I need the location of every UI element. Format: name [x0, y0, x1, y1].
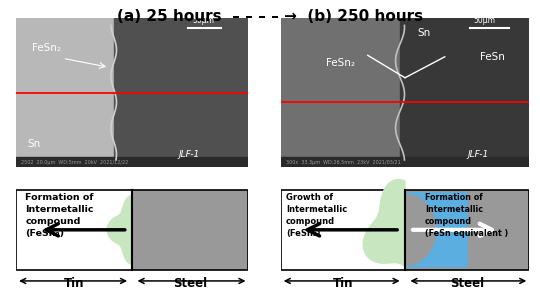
Text: JLF-1: JLF-1: [467, 150, 488, 159]
Text: 2502  20.0μm  WD:5mm  20kV  2021/12/22: 2502 20.0μm WD:5mm 20kV 2021/12/22: [21, 160, 128, 165]
Text: 50μm: 50μm: [474, 16, 495, 25]
Text: Growth of
Intermetallic
compound
(FeSn₂): Growth of Intermetallic compound (FeSn₂): [286, 193, 347, 238]
Text: 50μm: 50μm: [192, 16, 214, 25]
Bar: [281, 190, 405, 270]
Text: 300x  33.3μm  WD:26.5mm  23kV  2021/03/21: 300x 33.3μm WD:26.5mm 23kV 2021/03/21: [286, 160, 401, 165]
Text: Tin: Tin: [333, 277, 353, 290]
Text: FeSn₂: FeSn₂: [32, 43, 62, 53]
Text: Steel: Steel: [450, 277, 484, 290]
Bar: [281, 157, 529, 167]
Text: FeSn₂: FeSn₂: [326, 58, 355, 68]
Text: Steel: Steel: [173, 277, 207, 290]
Bar: [16, 157, 248, 167]
Bar: [16, 190, 132, 270]
Text: JLF-1: JLF-1: [179, 150, 200, 159]
Bar: [114, 18, 248, 167]
Bar: [132, 190, 248, 270]
Text: (a) 25 hours  – – – – →  (b) 250 hours: (a) 25 hours – – – – → (b) 250 hours: [117, 9, 423, 24]
Text: Sn: Sn: [28, 138, 41, 149]
Polygon shape: [363, 179, 405, 266]
Text: Formation of
Intermetallic
compound
(FeSn equivalent ): Formation of Intermetallic compound (FeS…: [425, 193, 508, 238]
Bar: [281, 18, 400, 167]
Bar: [400, 18, 529, 167]
Text: Sn: Sn: [417, 28, 431, 38]
Text: Formation of
Intermetallic
compound
(FeSn₂): Formation of Intermetallic compound (FeS…: [25, 193, 94, 238]
Text: FeSn: FeSn: [480, 52, 504, 62]
Polygon shape: [107, 196, 132, 264]
Bar: [405, 190, 529, 270]
Bar: [16, 18, 114, 167]
Text: Tin: Tin: [64, 277, 84, 290]
Polygon shape: [405, 193, 467, 267]
